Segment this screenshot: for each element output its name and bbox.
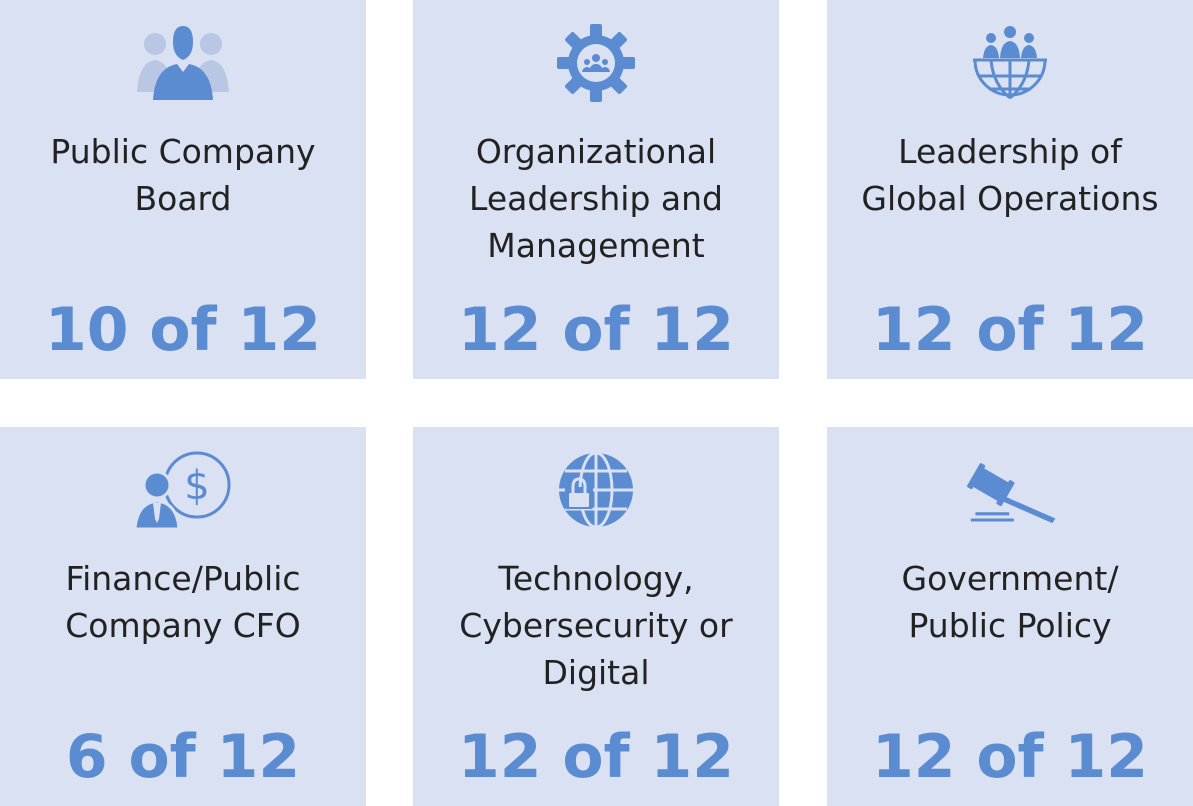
globe-lock-icon xyxy=(546,449,646,531)
skill-card-organizational-leadership: Organizational Leadership and Management… xyxy=(413,0,779,379)
skill-label: Government/ Public Policy xyxy=(901,559,1119,645)
skill-count: 12 of 12 xyxy=(457,295,735,365)
skill-label: Organizational Leadership and Management xyxy=(469,132,723,265)
skill-card-finance-cfo: $ Finance/Public Company CFO 6 of 12 xyxy=(0,427,366,806)
skill-label: Leadership of Global Operations xyxy=(861,132,1159,218)
skill-label: Public Company Board xyxy=(50,132,316,218)
svg-text:$: $ xyxy=(184,463,209,509)
skill-card-government-public-policy: Government/ Public Policy 12 of 12 xyxy=(827,427,1193,806)
skill-count: 12 of 12 xyxy=(871,722,1149,792)
skill-count: 12 of 12 xyxy=(457,722,735,792)
skill-count: 12 of 12 xyxy=(871,295,1149,365)
globe-people-icon xyxy=(960,22,1060,104)
gavel-icon xyxy=(960,449,1060,531)
skill-card-global-operations: Leadership of Global Operations 12 of 12 xyxy=(827,0,1193,379)
skill-label: Finance/Public Company CFO xyxy=(65,559,301,645)
board-people-icon xyxy=(133,22,233,104)
person-dollar-icon: $ xyxy=(133,449,233,531)
skill-label: Technology, Cybersecurity or Digital xyxy=(459,559,733,692)
skill-card-public-company-board: Public Company Board 10 of 12 xyxy=(0,0,366,379)
gear-people-icon xyxy=(546,22,646,104)
skill-card-technology-cybersecurity: Technology, Cybersecurity or Digital 12 … xyxy=(413,427,779,806)
skill-count: 10 of 12 xyxy=(44,295,322,365)
skill-count: 6 of 12 xyxy=(65,722,301,792)
